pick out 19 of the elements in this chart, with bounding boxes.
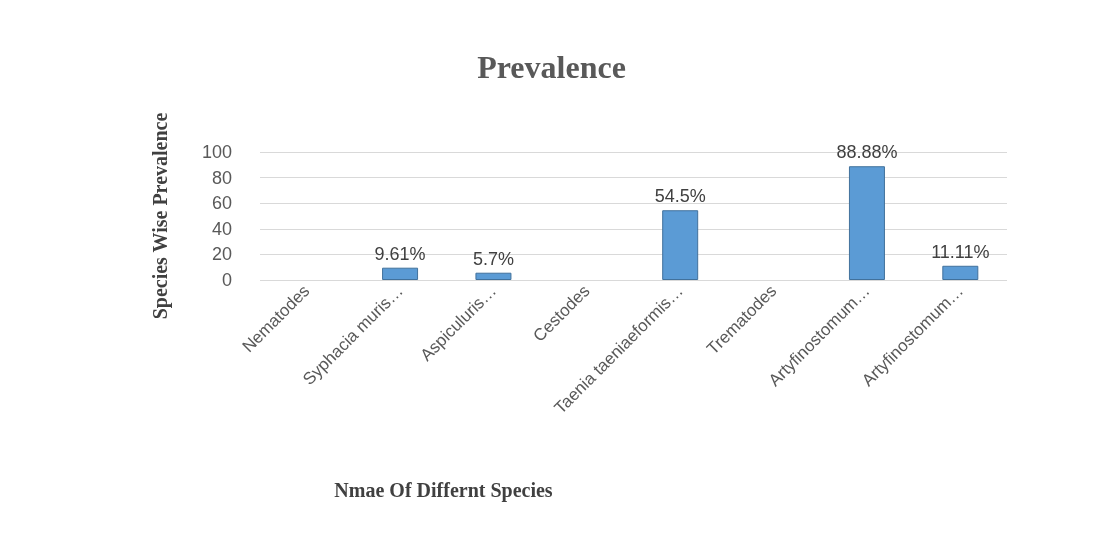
data-label: 5.7% — [472, 248, 514, 269]
y-tick-label: 20 — [211, 244, 232, 265]
y-tick-label: 0 — [221, 270, 232, 290]
bar — [662, 210, 699, 280]
data-label: 54.5% — [654, 186, 706, 207]
data-label: 11.11% — [931, 241, 990, 262]
y-tick-label: 80 — [211, 167, 232, 188]
chart-title: Prevalence — [477, 49, 626, 85]
x-axis-title: Nmae Of Differnt Species — [334, 479, 553, 502]
y-axis-title: Species Wise Prevalence — [149, 112, 172, 320]
y-tick-label: 40 — [211, 218, 232, 239]
y-tick-label: 100 — [201, 142, 232, 162]
bar — [475, 272, 512, 280]
y-tick-label: 60 — [211, 193, 232, 214]
bar — [942, 265, 979, 280]
data-label: 9.61% — [374, 243, 426, 264]
data-label: 88.88% — [836, 142, 898, 163]
bar — [848, 166, 885, 280]
bar — [382, 267, 419, 280]
